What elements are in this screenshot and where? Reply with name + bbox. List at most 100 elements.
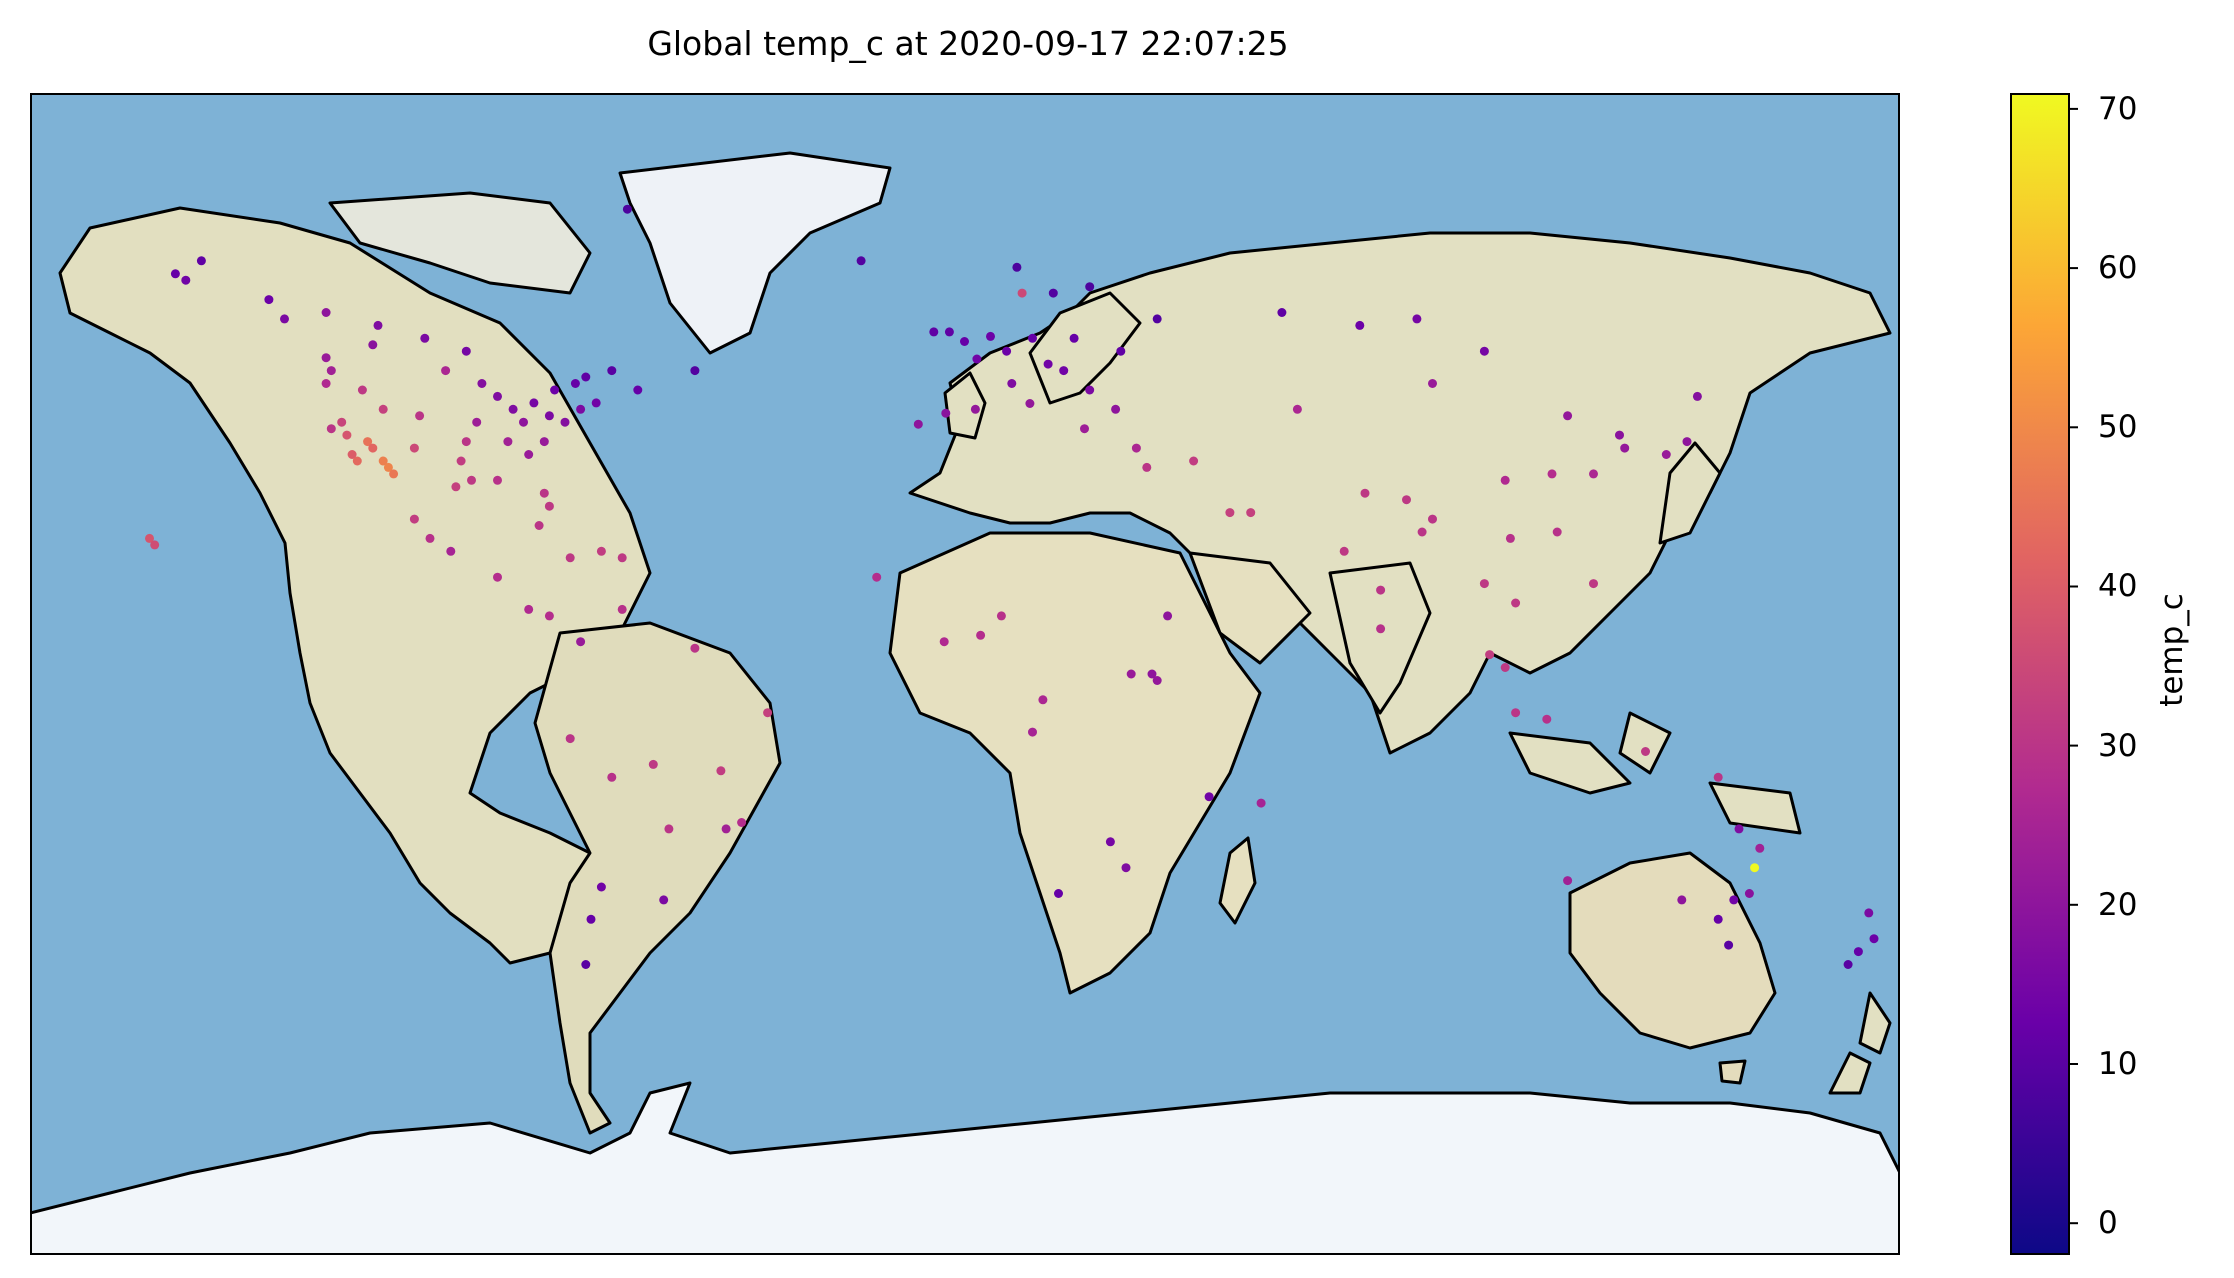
temperature-point: [519, 417, 528, 427]
temperature-point: [1853, 947, 1863, 957]
colorbar-tick-label: 50: [2098, 409, 2138, 446]
temperature-point: [409, 514, 419, 524]
temperature-point: [996, 611, 1006, 621]
temperature-point: [529, 398, 539, 408]
temperature-point: [1724, 940, 1734, 950]
temperature-point: [1256, 798, 1266, 808]
temperature-point: [357, 385, 367, 395]
india: [1328, 561, 1432, 715]
temperature-point: [565, 553, 575, 563]
colorbar-gradient: [2010, 93, 2070, 1255]
temperature-point: [461, 437, 471, 447]
temperature-point: [1552, 527, 1562, 537]
colorbar-tick-label: 20: [2098, 886, 2138, 923]
temperature-point: [1339, 546, 1349, 556]
temperature-point: [378, 456, 388, 466]
temperature-point: [1428, 514, 1437, 524]
temperature-point: [441, 366, 451, 376]
temperature-point: [1189, 456, 1199, 466]
temperature-point: [389, 469, 399, 479]
temperature-point: [1547, 469, 1557, 479]
greenland: [618, 151, 892, 355]
temperature-point: [534, 521, 544, 530]
temperature-point: [1360, 488, 1370, 498]
temperature-point: [617, 604, 627, 614]
temperature-point: [856, 256, 866, 266]
temperature-point: [493, 475, 502, 485]
colorbar-tick-label: 70: [2098, 90, 2138, 127]
colorbar-tick-label: 10: [2098, 1045, 2138, 1082]
temperature-point: [1038, 695, 1048, 705]
temperature-point: [576, 637, 586, 647]
temperature-point: [1142, 462, 1152, 472]
temperature-point: [972, 354, 982, 364]
temperature-point: [1163, 611, 1173, 621]
temperature-point: [1025, 399, 1035, 408]
temperature-point: [1402, 495, 1411, 505]
south-america: [533, 621, 782, 1135]
temperature-point: [1012, 262, 1022, 272]
temperature-point: [1246, 508, 1256, 518]
colorbar-tick-label: 60: [2098, 250, 2138, 287]
temperature-point: [321, 308, 331, 317]
temperature-point: [1755, 843, 1765, 853]
temperature-point: [1292, 404, 1302, 414]
temperature-point: [1043, 359, 1053, 369]
temperature-point: [524, 450, 534, 459]
temperature-point: [508, 404, 518, 414]
temperature-point: [1843, 960, 1853, 969]
temperature-point: [1692, 391, 1702, 401]
temperature-point: [1059, 366, 1069, 376]
temperature-point: [565, 734, 575, 744]
temperature-point: [939, 637, 949, 647]
temperature-point: [721, 824, 731, 834]
temperature-point: [1479, 346, 1489, 356]
temperature-point: [544, 501, 554, 511]
temperature-point: [1028, 333, 1037, 343]
temperature-point: [648, 759, 658, 769]
temperature-point: [472, 417, 482, 427]
temperature-point: [326, 424, 336, 434]
temperature-point: [1500, 663, 1510, 672]
temperature-point: [1729, 895, 1739, 905]
temperature-point: [1147, 669, 1157, 679]
temperature-point: [415, 411, 425, 421]
temperature-point: [913, 419, 923, 429]
temperature-point: [763, 708, 773, 718]
temperature-point: [425, 533, 435, 543]
temperature-point: [196, 256, 206, 266]
colorbar: [2010, 93, 2078, 1255]
temperature-point: [1048, 288, 1058, 298]
temperature-point: [1002, 346, 1012, 356]
temperature-point: [716, 766, 726, 776]
temperature-point: [1007, 379, 1017, 388]
temperature-point: [337, 417, 347, 427]
temperature-point: [1131, 443, 1141, 453]
temperature-point: [524, 604, 534, 614]
temperature-point: [690, 366, 700, 376]
map-frame: [30, 93, 1900, 1255]
temperature-point: [150, 540, 160, 550]
temperature-point: [170, 269, 180, 279]
temperature-point: [596, 882, 606, 892]
africa: [888, 531, 1262, 995]
scandinavia: [1028, 291, 1142, 405]
temperature-point: [1713, 772, 1723, 782]
temperature-point: [342, 430, 352, 440]
temperature-point: [409, 443, 419, 453]
temperature-point: [347, 450, 357, 459]
temperature-point: [1428, 379, 1437, 388]
temperature-point: [1563, 411, 1573, 421]
japan: [1658, 441, 1722, 545]
temperature-point: [1589, 579, 1598, 589]
temperature-point: [503, 437, 513, 447]
colorbar-tick-label: 0: [2098, 1205, 2118, 1242]
temperature-point: [1376, 585, 1386, 595]
temperature-point: [1116, 346, 1126, 356]
temperature-point: [622, 204, 632, 214]
temperature-point: [181, 275, 191, 285]
temperature-point: [1661, 450, 1671, 459]
temperature-point: [493, 391, 502, 401]
british-isles: [943, 371, 987, 440]
temperature-point: [1412, 314, 1422, 324]
